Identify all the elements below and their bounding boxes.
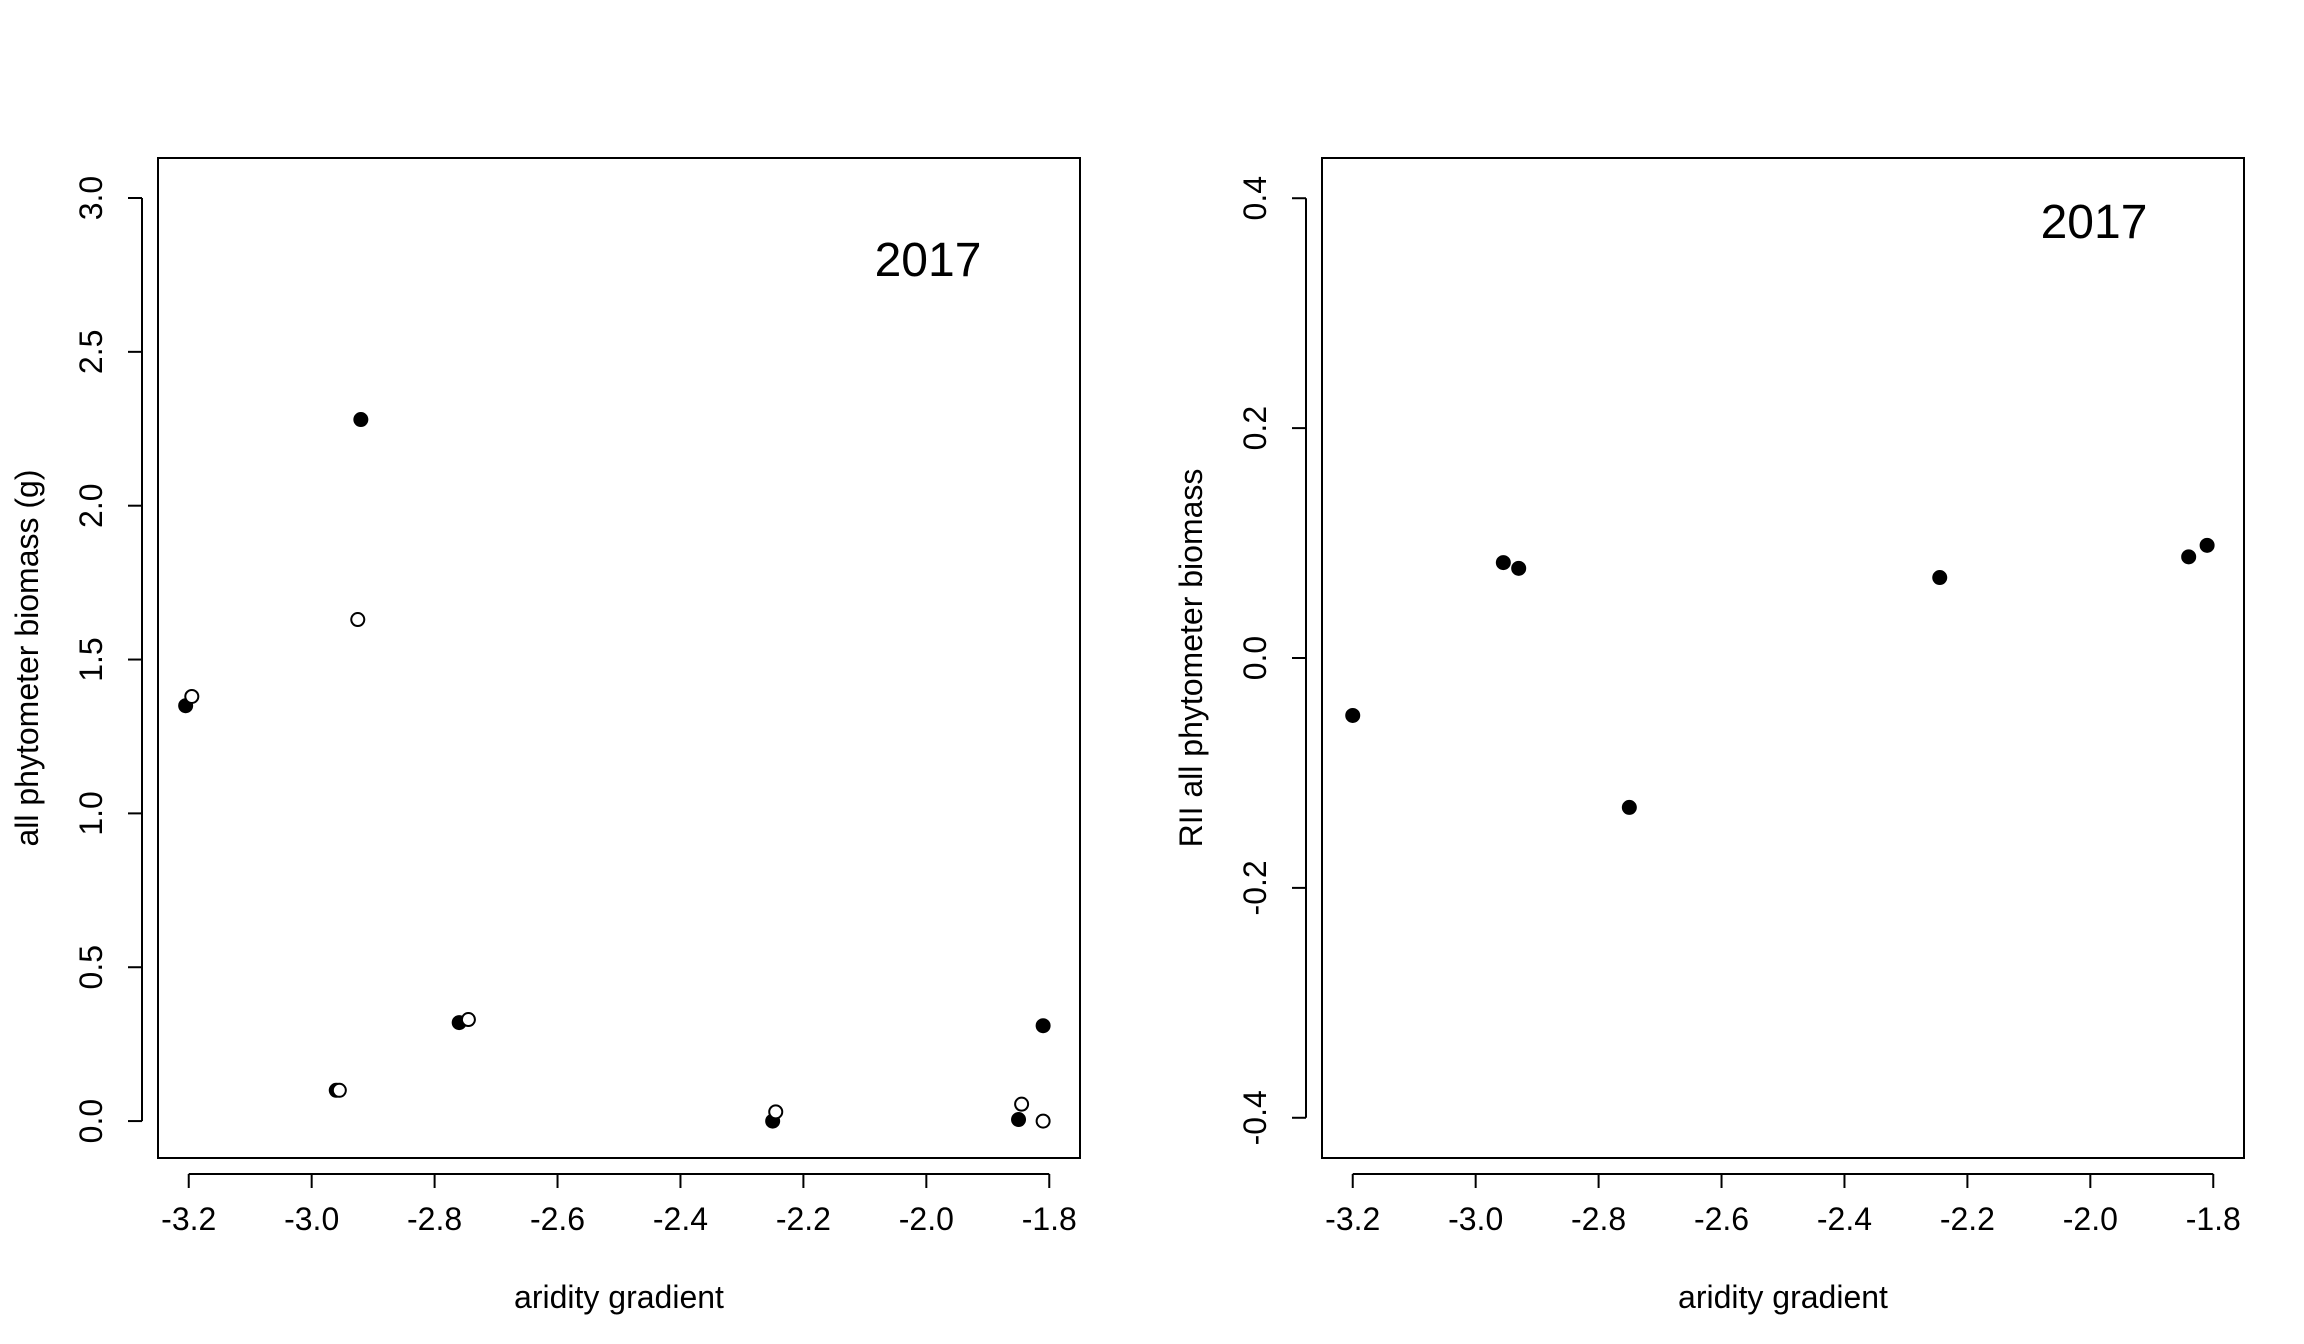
right-x-tick-label: -2.6: [1694, 1201, 1749, 1237]
left-x-tick-label: -3.2: [161, 1201, 216, 1237]
left-y-tick-label: 1.0: [73, 791, 109, 835]
right-x-tick-label: -2.0: [2063, 1201, 2118, 1237]
right-x-axis-label: aridity gradient: [1678, 1279, 1888, 1315]
left-x-tick-label: -2.0: [899, 1201, 954, 1237]
right-x-tick-label: -2.8: [1571, 1201, 1626, 1237]
right-filled-point: [1621, 799, 1637, 815]
right-y-ticks: -0.4 -0.2 0.0 0.2 0.4: [1237, 176, 1307, 1145]
right-x-tick-label: -2.4: [1817, 1201, 1872, 1237]
left-x-tick-label: -3.0: [284, 1201, 339, 1237]
right-year-annotation: 2017: [2041, 196, 2148, 249]
right-filled-point: [1932, 570, 1948, 586]
right-filled-point: [1511, 560, 1527, 576]
right-filled-point: [1495, 555, 1511, 571]
right-y-axis-label: RII all phytometer biomass: [1173, 469, 1209, 848]
right-filled-point: [2199, 537, 2215, 553]
left-y-tick-label: 3.0: [73, 176, 109, 220]
left-open-point: [1035, 1113, 1051, 1129]
left-plot-frame: [157, 157, 1081, 1159]
left-y-tick-label: 2.5: [73, 330, 109, 374]
left-x-tick-label: -2.4: [653, 1201, 708, 1237]
right-y-tick-label: -0.2: [1237, 860, 1273, 915]
left-x-tick-label: -2.6: [530, 1201, 585, 1237]
right-y-tick-label: 0.0: [1237, 636, 1273, 680]
left-filled-point: [353, 412, 369, 428]
left-y-tick-label: 0.5: [73, 945, 109, 989]
left-x-axis-label: aridity gradient: [514, 1279, 724, 1315]
left-data-points: [178, 412, 1051, 1129]
right-x-tick-label: -3.2: [1325, 1201, 1380, 1237]
left-x-tick-label: -2.8: [407, 1201, 462, 1237]
left-year-annotation: 2017: [875, 234, 982, 287]
left-open-point: [768, 1104, 784, 1120]
left-x-tick-label: -2.2: [776, 1201, 831, 1237]
right-y-tick-label: -0.4: [1237, 1090, 1273, 1145]
left-y-ticks: 0.0 0.5 1.0 1.5 2.0 2.5 3.0: [73, 176, 143, 1143]
right-plot-frame: [1321, 157, 2245, 1159]
right-x-tick-label: -3.0: [1448, 1201, 1503, 1237]
right-y-tick-label: 0.4: [1237, 176, 1273, 220]
right-data-points: [1345, 537, 2215, 815]
right-x-tick-label: -1.8: [2186, 1201, 2241, 1237]
left-open-point: [460, 1012, 476, 1028]
left-x-tick-label: -1.8: [1022, 1201, 1077, 1237]
left-open-point: [1014, 1096, 1030, 1112]
left-scatter-panel: -3.2 -3.0 -2.8 -2.6 -2.4 -2.2 -2.0 -1.8 0.0 0.5 1…: [9, 157, 1081, 1315]
left-y-tick-label: 0.0: [73, 1099, 109, 1143]
right-filled-point: [2181, 549, 2197, 565]
right-x-ticks: -3.2 -3.0 -2.8 -2.6 -2.4 -2.2 -2.0 -1.8: [1325, 1173, 2241, 1237]
left-y-axis-label: all phytometer biomass (g): [9, 469, 45, 846]
left-x-ticks: -3.2 -3.0 -2.8 -2.6 -2.4 -2.2 -2.0 -1.8: [161, 1173, 1077, 1237]
left-filled-point: [1011, 1112, 1027, 1128]
right-scatter-panel: -3.2 -3.0 -2.8 -2.6 -2.4 -2.2 -2.0 -1.8 -0.4-0.…: [1173, 157, 2245, 1315]
left-open-point: [350, 612, 366, 628]
left-y-tick-label: 2.0: [73, 483, 109, 527]
left-open-point: [184, 688, 200, 704]
left-open-point: [331, 1082, 347, 1098]
left-filled-point: [1035, 1018, 1051, 1034]
right-x-tick-label: -2.2: [1940, 1201, 1995, 1237]
left-y-tick-label: 1.5: [73, 637, 109, 681]
right-y-tick-label: 0.2: [1237, 406, 1273, 450]
right-filled-point: [1345, 707, 1361, 723]
